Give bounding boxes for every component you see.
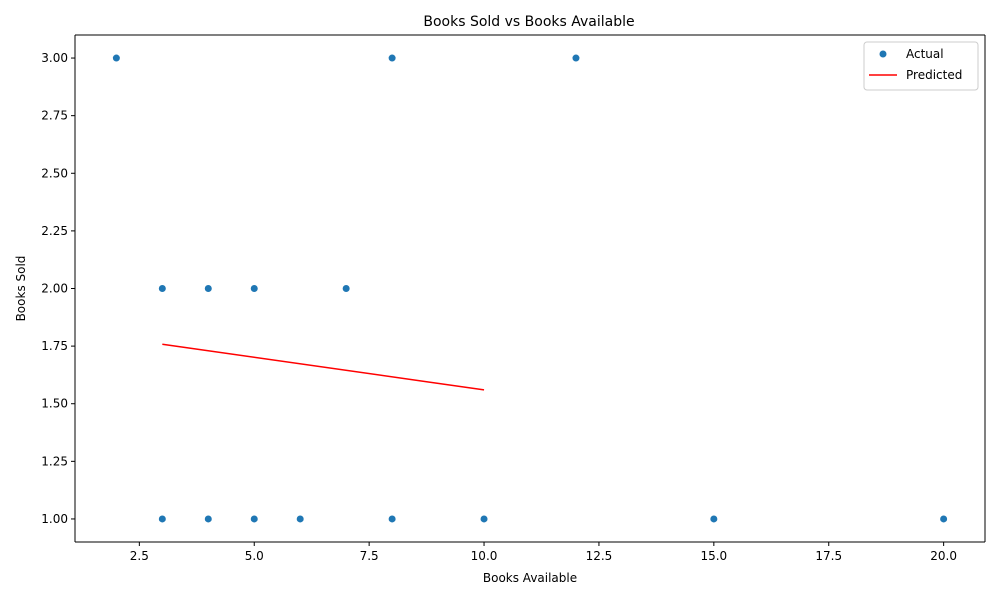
predicted-line-layer	[162, 343, 485, 391]
y-tick-label: 1.25	[41, 454, 68, 468]
chart-title: Books Sold vs Books Available	[423, 14, 634, 30]
y-tick-label: 1.75	[41, 339, 68, 353]
legend-actual-marker	[879, 50, 887, 58]
actual-data-point	[204, 515, 212, 523]
plot-area	[75, 35, 985, 542]
y-tick-label: 2.25	[41, 224, 68, 238]
y-tick-label: 1.00	[41, 512, 68, 526]
actual-data-point	[250, 515, 258, 523]
x-tick-label: 20.0	[930, 549, 957, 563]
y-tick-label: 2.00	[41, 282, 68, 296]
predicted-regression-line	[162, 343, 485, 391]
x-tick-label: 15.0	[700, 549, 727, 563]
actual-data-point	[112, 54, 120, 62]
y-tick-label: 3.00	[41, 51, 68, 65]
legend-predicted-label: Predicted	[906, 68, 962, 82]
actual-data-point	[250, 285, 258, 292]
legend-box	[863, 41, 979, 91]
y-axis-ticks: 1.00 1.25 1.50 1.75 2.00 2.25 2.50 2.75 3.00	[41, 51, 75, 526]
x-tick-label: 12.5	[586, 549, 613, 563]
actual-data-point	[572, 54, 580, 62]
y-axis-label: Books Sold	[14, 256, 28, 322]
actual-points-layer	[112, 54, 948, 523]
legend: Actual Predicted	[863, 41, 979, 91]
x-tick-label: 10.0	[471, 549, 498, 563]
actual-data-point	[940, 515, 948, 523]
actual-data-point	[388, 515, 396, 523]
legend-actual-label: Actual	[906, 47, 944, 61]
x-tick-label: 17.5	[815, 549, 842, 563]
actual-data-point	[158, 285, 166, 292]
y-tick-label: 2.50	[41, 166, 68, 180]
actual-data-point	[296, 515, 304, 523]
actual-data-point	[204, 285, 212, 292]
x-tick-label: 5.0	[245, 549, 264, 563]
actual-data-point	[388, 54, 396, 62]
actual-data-point	[480, 515, 488, 523]
y-tick-label: 2.75	[41, 109, 68, 123]
x-tick-label: 2.5	[130, 549, 149, 563]
actual-data-point	[158, 515, 166, 523]
x-axis-ticks: 2.5 5.0 7.5 10.0 12.5 15.0 17.5 20.0	[130, 542, 957, 563]
actual-data-point	[710, 515, 718, 523]
actual-data-point	[342, 285, 350, 292]
y-tick-label: 1.50	[41, 397, 68, 411]
x-axis-label: Books Available	[483, 571, 577, 585]
x-tick-label: 7.5	[360, 549, 379, 563]
axes-frame	[74, 34, 986, 543]
